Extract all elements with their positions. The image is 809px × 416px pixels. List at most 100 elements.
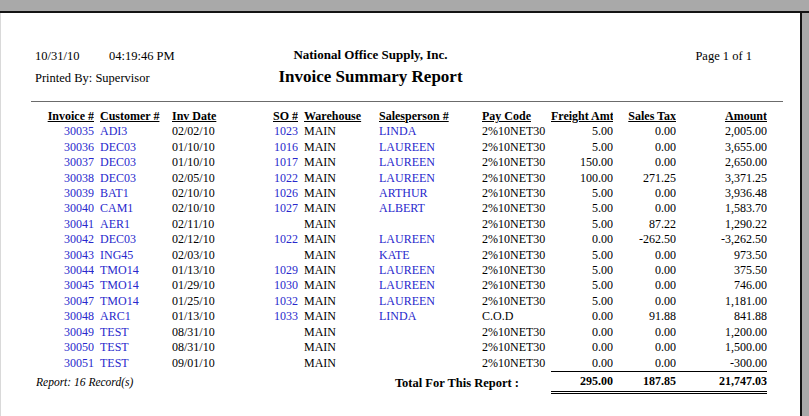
cell-so[interactable]: 1023 <box>236 124 298 139</box>
cell-salesperson[interactable]: LINDA <box>371 309 476 324</box>
cell-customer[interactable]: AER1 <box>94 217 164 232</box>
table-row: 30037DEC0301/10/101017MAINLAUREEN2%10NET… <box>36 155 767 170</box>
cell-so[interactable]: 1027 <box>236 201 298 216</box>
cell-customer[interactable]: ARC1 <box>94 309 164 324</box>
cell-customer[interactable]: DEC03 <box>94 171 164 186</box>
cell-invoice[interactable]: 30050 <box>36 340 94 355</box>
cell-so[interactable]: 1022 <box>236 171 298 186</box>
report-title: Invoice Summary Report <box>1 67 740 87</box>
cell-salesperson[interactable]: LAUREEN <box>371 171 476 186</box>
cell-customer[interactable]: TMO14 <box>94 263 164 278</box>
cell-customer[interactable]: ING45 <box>94 248 164 263</box>
total-amount: 21,747.03 <box>676 371 767 392</box>
cell-inv-date: 02/12/10 <box>164 232 236 247</box>
cell-invoice[interactable]: 30039 <box>36 186 94 201</box>
cell-sales-tax: 0.00 <box>613 201 676 216</box>
cell-customer[interactable]: DEC03 <box>94 155 164 170</box>
cell-freight-amt: 5.00 <box>551 294 613 309</box>
cell-sales-tax: 0.00 <box>613 325 676 340</box>
cell-salesperson[interactable]: ALBERT <box>371 201 476 216</box>
cell-invoice[interactable]: 30044 <box>36 263 94 278</box>
cell-amount: 1,290.22 <box>676 217 767 232</box>
report-header: 10/31/10 04:19:46 PM National Office Sup… <box>1 13 800 101</box>
cell-invoice[interactable]: 30047 <box>36 294 94 309</box>
table-row: 30049TEST08/31/10MAIN2%10NET300.000.001,… <box>36 325 767 340</box>
table-row: 30050TEST08/31/10MAIN2%10NET300.000.001,… <box>36 340 767 355</box>
cell-invoice[interactable]: 30045 <box>36 278 94 293</box>
table-row: 30036DEC0301/10/101016MAINLAUREEN2%10NET… <box>36 140 767 155</box>
cell-sales-tax: 0.00 <box>613 263 676 278</box>
cell-freight-amt: 5.00 <box>551 201 613 216</box>
cell-customer[interactable]: TMO14 <box>94 278 164 293</box>
cell-freight-amt: 5.00 <box>551 140 613 155</box>
cell-customer[interactable]: TEST <box>94 325 164 340</box>
table-body: 30035ADI302/02/101023MAINLINDA2%10NET305… <box>36 124 767 371</box>
cell-sales-tax: 0.00 <box>613 278 676 293</box>
cell-customer[interactable]: DEC03 <box>94 232 164 247</box>
cell-customer[interactable]: CAM1 <box>94 201 164 216</box>
cell-so[interactable]: 1030 <box>236 278 298 293</box>
cell-customer[interactable]: TMO14 <box>94 294 164 309</box>
cell-warehouse: MAIN <box>298 325 371 340</box>
table-row: 30039BAT102/10/101026MAINARTHUR2%10NET30… <box>36 186 767 201</box>
cell-inv-date: 01/29/10 <box>164 278 236 293</box>
cell-so <box>236 248 298 263</box>
cell-so[interactable]: 1033 <box>236 309 298 324</box>
cell-freight-amt: 0.00 <box>551 340 613 355</box>
column-header-label: SO # <box>273 109 298 123</box>
cell-amount: 746.00 <box>676 278 767 293</box>
cell-so[interactable]: 1017 <box>236 155 298 170</box>
cell-salesperson[interactable]: KATE <box>371 248 476 263</box>
cell-sales-tax: 0.00 <box>613 294 676 309</box>
cell-warehouse: MAIN <box>298 294 371 309</box>
cell-invoice[interactable]: 30038 <box>36 171 94 186</box>
cell-invoice[interactable]: 30041 <box>36 217 94 232</box>
cell-inv-date: 02/10/10 <box>164 186 236 201</box>
cell-invoice[interactable]: 30040 <box>36 201 94 216</box>
cell-invoice[interactable]: 30049 <box>36 325 94 340</box>
cell-so[interactable]: 1022 <box>236 232 298 247</box>
cell-amount: 1,200.00 <box>676 325 767 340</box>
cell-invoice[interactable]: 30043 <box>36 248 94 263</box>
cell-salesperson[interactable]: LAUREEN <box>371 140 476 155</box>
invoice-table: Invoice #Customer #Inv DateSO #Warehouse… <box>36 109 767 394</box>
cell-invoice[interactable]: 30037 <box>36 155 94 170</box>
cell-so <box>236 356 298 372</box>
column-header-label: Amount <box>725 109 767 123</box>
cell-salesperson[interactable]: ARTHUR <box>371 186 476 201</box>
company-name: National Office Supply, Inc. <box>1 47 740 63</box>
cell-so[interactable]: 1016 <box>236 140 298 155</box>
cell-so[interactable]: 1029 <box>236 263 298 278</box>
table-header-row: Invoice #Customer #Inv DateSO #Warehouse… <box>36 109 767 124</box>
cell-salesperson[interactable]: LAUREEN <box>371 278 476 293</box>
cell-pay-code: 2%10NET30 <box>476 294 551 309</box>
cell-customer[interactable]: ADI3 <box>94 124 164 139</box>
cell-sales-tax: 87.22 <box>613 217 676 232</box>
report-page: 10/31/10 04:19:46 PM National Office Sup… <box>1 13 800 416</box>
cell-invoice[interactable]: 30048 <box>36 309 94 324</box>
cell-freight-amt: 150.00 <box>551 155 613 170</box>
cell-customer[interactable]: TEST <box>94 340 164 355</box>
cell-salesperson[interactable]: LAUREEN <box>371 155 476 170</box>
cell-freight-amt: 0.00 <box>551 309 613 324</box>
cell-invoice[interactable]: 30036 <box>36 140 94 155</box>
cell-customer[interactable]: BAT1 <box>94 186 164 201</box>
cell-salesperson[interactable]: LAUREEN <box>371 263 476 278</box>
table-row: 30045TMO1401/29/101030MAINLAUREEN2%10NET… <box>36 278 767 293</box>
cell-inv-date: 01/25/10 <box>164 294 236 309</box>
cell-inv-date: 02/02/10 <box>164 124 236 139</box>
cell-salesperson[interactable]: LAUREEN <box>371 294 476 309</box>
cell-so[interactable]: 1032 <box>236 294 298 309</box>
total-sales-tax: 187.85 <box>613 371 676 392</box>
header-divider <box>31 101 783 102</box>
cell-pay-code: 2%10NET30 <box>476 232 551 247</box>
column-header-label: Invoice # <box>48 109 94 123</box>
cell-salesperson[interactable]: LAUREEN <box>371 232 476 247</box>
cell-customer[interactable]: TEST <box>94 356 164 372</box>
cell-invoice[interactable]: 30051 <box>36 356 94 372</box>
cell-customer[interactable]: DEC03 <box>94 140 164 155</box>
cell-invoice[interactable]: 30042 <box>36 232 94 247</box>
cell-invoice[interactable]: 30035 <box>36 124 94 139</box>
cell-salesperson[interactable]: LINDA <box>371 124 476 139</box>
cell-so[interactable]: 1026 <box>236 186 298 201</box>
